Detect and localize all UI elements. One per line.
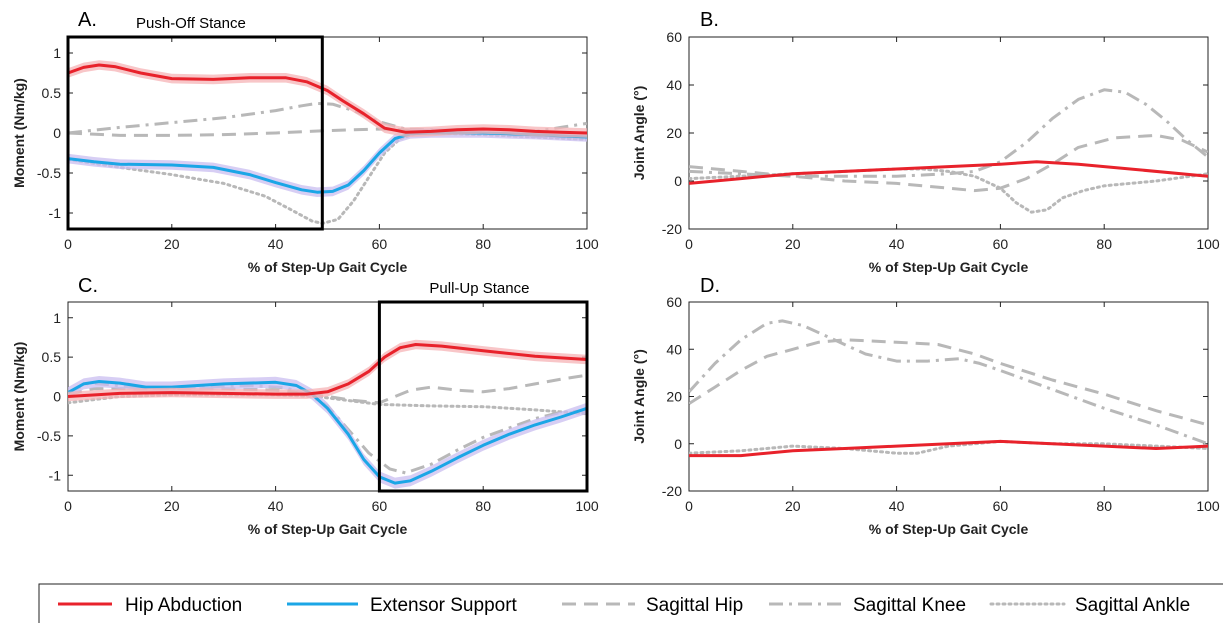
y-tick-label: 0 — [674, 436, 682, 452]
series-line-hip-abduction — [68, 63, 587, 135]
y-axis-label: Joint Angle (°) — [631, 349, 647, 444]
y-tick-label: -20 — [662, 483, 682, 499]
y-tick-label: 1 — [53, 45, 61, 61]
legend-label-extensor-support: Extensor Support — [370, 595, 518, 616]
x-tick-label: 80 — [475, 498, 491, 514]
y-tick-label: 0 — [53, 125, 61, 141]
x-axis-label: % of Step-Up Gait Cycle — [869, 521, 1029, 537]
x-tick-label: 60 — [993, 236, 1009, 252]
x-tick-label: 40 — [268, 498, 284, 514]
x-tick-label: 80 — [1096, 498, 1112, 514]
x-tick-label: 20 — [164, 236, 180, 252]
legend: Hip Abduction Extensor Support Sagittal Hi… — [38, 583, 1223, 623]
stance-highlight-box — [66, 35, 324, 231]
y-tick-label: 20 — [666, 389, 682, 405]
stance-highlight-box — [377, 300, 589, 493]
x-tick-label: 80 — [1096, 236, 1112, 252]
x-tick-label: 40 — [889, 498, 905, 514]
axes-frame — [688, 301, 1209, 492]
x-axis-label: % of Step-Up Gait Cycle — [869, 259, 1029, 275]
band-hip-abduction — [68, 339, 587, 402]
y-tick-label: 0 — [674, 173, 682, 189]
legend-label-sagittal-hip: Sagittal Hip — [646, 595, 743, 616]
x-tick-label: 40 — [268, 236, 284, 252]
series-line-hip-abduction — [689, 160, 1208, 185]
x-axis-label: % of Step-Up Gait Cycle — [248, 521, 408, 537]
y-axis-label: Joint Angle (°) — [631, 86, 647, 181]
legend-label-hip-abduction: Hip Abduction — [125, 595, 242, 616]
x-tick-label: 0 — [685, 236, 693, 252]
x-tick-label: 20 — [164, 498, 180, 514]
x-tick-label: 60 — [372, 498, 388, 514]
series-line-extensor-support — [68, 380, 587, 485]
x-tick-label: 100 — [1196, 498, 1220, 514]
plot-area — [68, 60, 587, 225]
x-tick-label: 60 — [372, 236, 388, 252]
y-tick-label: 0 — [53, 389, 61, 405]
y-tick-label: 1 — [53, 310, 61, 326]
series-line-sagittal-hip — [689, 133, 1208, 193]
x-tick-label: 0 — [685, 498, 693, 514]
x-tick-label: 0 — [64, 498, 72, 514]
band-extensor-support — [68, 128, 587, 197]
y-tick-label: 0.5 — [42, 349, 62, 365]
series-line-sagittal-knee — [689, 88, 1208, 178]
stance-label: Pull-Up Stance — [429, 280, 529, 297]
y-tick-label: 60 — [666, 29, 682, 45]
plot-area — [68, 339, 587, 489]
x-tick-label: 20 — [785, 236, 801, 252]
x-axis-label: % of Step-Up Gait Cycle — [248, 259, 408, 275]
series-line-sagittal-knee — [689, 319, 1208, 446]
y-tick-label: 20 — [666, 125, 682, 141]
y-tick-label: 40 — [666, 77, 682, 93]
plot-area — [689, 88, 1208, 214]
panel-label: A. — [78, 9, 97, 31]
y-axis-label: Moment (Nm/kg) — [11, 342, 27, 452]
x-tick-label: 80 — [475, 236, 491, 252]
stance-label: Push-Off Stance — [136, 15, 246, 32]
x-tick-label: 60 — [993, 498, 1009, 514]
y-tick-label: 0.5 — [42, 85, 62, 101]
panel-label: D. — [700, 275, 720, 297]
axes-frame — [688, 36, 1209, 230]
panel-2: 0 20 40 60 80 100 -1 -0.5 0 0.5 1 Pull-Up Stance C.%… — [11, 275, 599, 537]
series-line-sagittal-ankle — [689, 439, 1208, 455]
x-tick-label: 100 — [575, 236, 599, 252]
y-tick-label: 60 — [666, 294, 682, 310]
series-line-sagittal-hip — [689, 338, 1208, 427]
x-tick-label: 0 — [64, 236, 72, 252]
y-tick-label: -1 — [49, 467, 62, 483]
y-tick-label: -20 — [662, 221, 682, 237]
y-tick-label: -0.5 — [37, 428, 61, 444]
band-extensor-support — [68, 376, 587, 489]
panel-label: B. — [700, 9, 719, 31]
plot-area — [689, 319, 1208, 458]
y-axis-label: Moment (Nm/kg) — [11, 78, 27, 188]
legend-label-sagittal-ankle: Sagittal Ankle — [1075, 595, 1190, 616]
series-line-hip-abduction — [68, 343, 587, 398]
series-line-sagittal-ankle — [68, 131, 587, 225]
panel-label: C. — [78, 275, 98, 297]
legend-label-sagittal-knee: Sagittal Knee — [853, 595, 966, 616]
x-tick-label: 40 — [889, 236, 905, 252]
series-line-hip-abduction — [689, 439, 1208, 458]
y-tick-label: -0.5 — [37, 165, 61, 181]
x-tick-label: 100 — [1196, 236, 1220, 252]
x-tick-label: 100 — [575, 498, 599, 514]
y-tick-label: 40 — [666, 341, 682, 357]
x-tick-label: 20 — [785, 498, 801, 514]
y-tick-label: -1 — [49, 205, 62, 221]
panel-0: 0 20 40 60 80 100 -1 -0.5 0 0.5 1 Push-Off Stance A.… — [11, 9, 599, 275]
